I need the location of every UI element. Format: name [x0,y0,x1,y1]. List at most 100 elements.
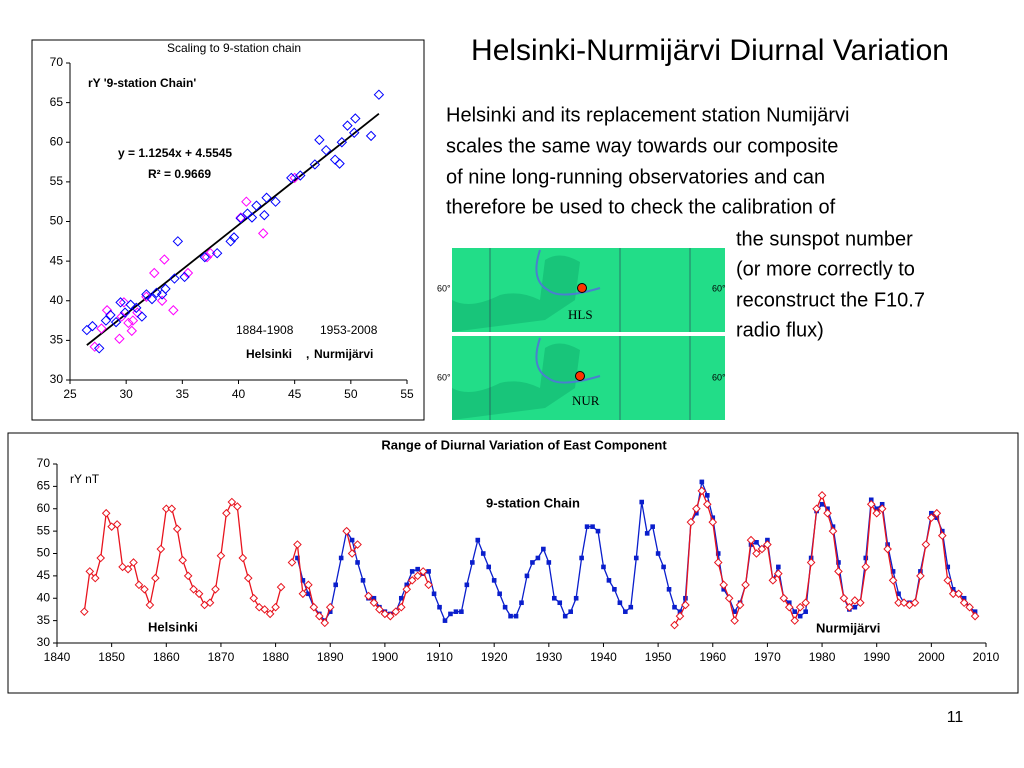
legend-name: Nurmijärvi [314,347,373,361]
data-point [118,562,127,572]
data-point [828,526,838,536]
scatter-point [105,309,116,321]
data-point [101,508,111,518]
map-coast [535,249,601,384]
series-label: Helsinki [148,619,198,634]
legend-period: 1884-1908 [236,323,294,337]
data-point [945,564,951,570]
data-point [628,604,634,610]
scatter-point [101,305,113,316]
chart-title: Scaling to 9-station chain [167,41,301,55]
scatter-point [348,127,360,138]
x-tick-label: 2000 [918,650,945,664]
data-point [921,540,931,549]
scatter-point [160,283,171,295]
scatter-point [89,341,100,352]
scatter-point [205,247,216,259]
data-point [644,531,650,536]
data-point [910,598,920,608]
data-point [617,600,623,606]
data-point [442,618,448,623]
data-point [954,589,963,599]
data-point [530,560,535,565]
data-point [916,571,925,581]
data-point [298,589,308,599]
data-point [304,580,313,590]
scatter-point [169,273,180,284]
scatter-point [126,325,137,337]
data-point [623,609,628,614]
data-point [178,555,187,565]
data-point [371,595,377,601]
scatter-point [141,289,152,300]
y-tick-label: 50 [50,214,64,228]
data-point [719,580,729,590]
data-point [681,600,690,610]
x-tick-label: 1950 [645,650,672,664]
chart-title: Range of Diurnal Variation of East Compo… [381,437,667,452]
data-point [972,609,978,614]
station-label: HLS [568,307,593,322]
scatter-point [136,311,148,322]
body-text: radio flux) [736,319,824,341]
data-point [721,587,726,592]
data-point [227,497,237,507]
data-point [786,600,792,606]
data-point [779,593,789,603]
y-tick-label: 35 [50,333,64,347]
data-point [424,580,433,590]
data-point [852,604,858,610]
x-tick-label: 1880 [262,650,289,664]
data-point [480,551,486,556]
x-tick-label: 1850 [98,650,125,664]
data-point [606,578,612,583]
scatter-point [329,154,341,165]
data-point [850,596,860,605]
data-point [868,497,874,503]
data-point [129,558,138,567]
y-tick-label: 30 [50,372,64,386]
data-point [491,578,497,583]
scatter-point [93,343,105,354]
data-point [287,558,297,567]
data-point [486,564,492,570]
data-point [612,587,617,592]
x-tick-label: 1840 [44,650,71,664]
y-tick-label: 40 [37,590,51,604]
scatter-point [211,247,223,259]
data-point [112,520,122,529]
data-point [670,620,679,630]
data-point [763,540,772,549]
scatter-point [235,212,246,223]
scatter-point [116,311,127,322]
data-point [464,582,470,588]
data-point [396,602,406,612]
data-point [349,537,355,543]
scatter-point [96,323,107,334]
data-point [730,616,739,625]
scatter-point [235,213,246,224]
data-point [774,569,783,578]
data-point [819,501,825,507]
data-point [96,553,106,563]
scatter-point [336,137,348,148]
y-tick-label: 60 [37,501,51,515]
lat-label: 60° [712,283,726,293]
scatter-point [246,212,258,223]
map-land [452,343,580,420]
data-point [817,491,827,500]
data-point [825,506,830,512]
body-text: reconstruct the F10.7 [736,289,925,311]
y-tick-label: 45 [37,568,51,582]
map-grid [489,248,691,420]
body-text: scales the same way towards our composit… [446,135,838,157]
data-point [934,515,940,520]
data-point [325,602,335,612]
data-point [314,611,324,621]
scatter-point [131,302,142,314]
data-point [85,567,95,576]
line-frame [7,432,1019,694]
data-point [579,555,584,561]
station-dot [575,371,585,381]
data-point [295,555,300,561]
